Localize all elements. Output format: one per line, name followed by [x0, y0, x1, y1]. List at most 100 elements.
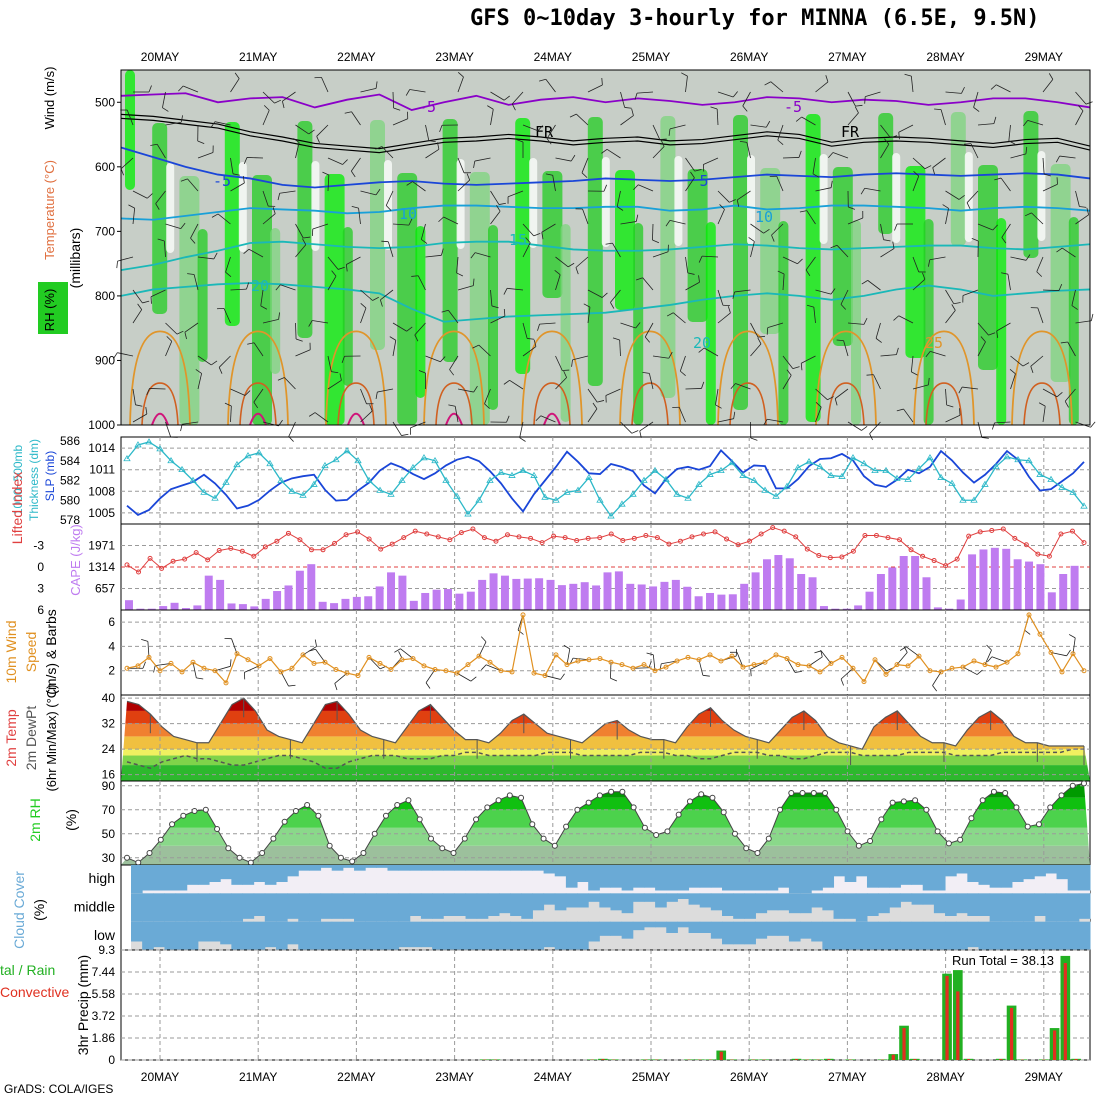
isotherm-25	[423, 330, 485, 426]
cloud-bar	[588, 893, 600, 902]
wind-barb-flag	[631, 108, 634, 116]
wind-barb	[490, 315, 506, 324]
rh-point	[900, 798, 907, 805]
cloud-bar	[476, 921, 489, 950]
thickness-point	[937, 473, 945, 480]
temp-tick: 16	[102, 768, 116, 782]
isotherm-30	[631, 382, 669, 426]
wind-barb	[652, 654, 656, 671]
thickness-point	[387, 490, 395, 497]
cloud-bar	[833, 893, 846, 919]
cloud-bar	[342, 893, 355, 919]
cloud-bar	[978, 865, 991, 885]
wind-barb-flag	[610, 677, 618, 682]
wind-barb	[280, 671, 289, 687]
wind-barb	[587, 289, 603, 298]
precip-conv-bar	[891, 1054, 895, 1060]
wind-barb	[652, 251, 669, 258]
wind-barb-flag	[848, 206, 855, 210]
wind-barb-flag	[861, 280, 868, 285]
wind-barb-flag	[570, 154, 576, 162]
wind-barb-flag	[786, 369, 792, 376]
cloud-bar	[632, 893, 645, 902]
cloud-bar	[443, 865, 455, 871]
wind-barb-flag	[229, 659, 232, 667]
wind-barb	[377, 388, 394, 393]
wind-barb-flag	[142, 661, 146, 669]
thickness-point	[849, 454, 857, 461]
cloud-bar	[186, 921, 199, 950]
cloud-bar	[209, 865, 221, 882]
cape-bar	[854, 605, 863, 610]
rh-point	[743, 845, 750, 852]
wind-barb-flag	[232, 173, 240, 176]
precip-conv-bar	[601, 1059, 605, 1060]
li-point	[355, 529, 361, 535]
rh-tick: 30	[102, 851, 116, 865]
wind-barb-flag	[487, 105, 494, 110]
thickness-point	[1058, 483, 1066, 490]
wind-barb	[619, 340, 621, 357]
thickness-point	[464, 510, 472, 517]
wind-barb-flag	[644, 336, 651, 343]
wind-barb-flag	[421, 239, 428, 244]
wind-barb	[490, 210, 501, 225]
wind-barb	[149, 388, 166, 390]
cloud-bar	[510, 893, 522, 916]
thickness-point	[607, 512, 615, 519]
rh-point	[191, 808, 198, 814]
thickness-point	[1014, 455, 1022, 463]
top-date-label: 28MAY	[926, 50, 964, 64]
cloud-bar	[643, 893, 656, 902]
wind-barb-flag	[360, 303, 367, 309]
wind-speed-point	[949, 665, 955, 671]
cloud-bar	[465, 865, 478, 871]
wind-barb	[327, 175, 330, 192]
wind-barb	[120, 157, 134, 170]
isotherm-35	[347, 412, 365, 426]
rh-point	[968, 815, 975, 822]
cloud-bar	[945, 893, 957, 916]
rh2m-axis-label-2: (%)	[63, 809, 79, 831]
cloud-bar	[1023, 893, 1035, 922]
li-point	[781, 528, 787, 534]
rh-point	[450, 850, 457, 856]
cloud-bar	[766, 893, 779, 911]
wind-speed-point	[377, 660, 383, 666]
cloud-bar	[487, 921, 500, 950]
rh-moist-band	[442, 119, 458, 362]
cloud-bar	[800, 893, 812, 914]
wind-barb-flag	[634, 92, 638, 100]
cloud-bar	[1000, 893, 1013, 922]
wind-barb	[522, 242, 531, 258]
wind-barb	[620, 115, 634, 126]
cloud-bar	[989, 921, 1002, 950]
thickness-point	[233, 460, 241, 468]
wind-speed-point	[355, 673, 361, 679]
wind-barb	[843, 340, 849, 357]
wind-barb	[334, 672, 348, 684]
wind-barb-flag	[472, 344, 479, 349]
cloud-bar	[1078, 893, 1091, 919]
thickness-point	[783, 482, 791, 489]
wind-barb	[230, 388, 246, 396]
wind-barb-flag	[581, 172, 588, 178]
cape-bar	[489, 573, 498, 610]
wind-speed-point	[1059, 669, 1065, 675]
wind-barb	[910, 76, 914, 93]
wind-barb-flag	[1090, 421, 1096, 428]
cloud-bar	[1078, 865, 1091, 891]
cloud-bar	[878, 893, 890, 914]
cape-bar	[1036, 564, 1045, 610]
cloud-bar	[744, 865, 756, 891]
li-point	[758, 531, 764, 537]
wind-barb-flag	[990, 84, 997, 90]
wind-barb	[652, 124, 661, 140]
wind-barb-flag	[860, 188, 866, 195]
li-tick: -3	[33, 539, 44, 553]
wind-barb-flag	[503, 308, 506, 317]
wind-barb	[1042, 79, 1054, 93]
wind-barb-flag	[830, 288, 836, 295]
cape-bar	[227, 603, 236, 610]
wind-barb-flag	[197, 140, 205, 145]
